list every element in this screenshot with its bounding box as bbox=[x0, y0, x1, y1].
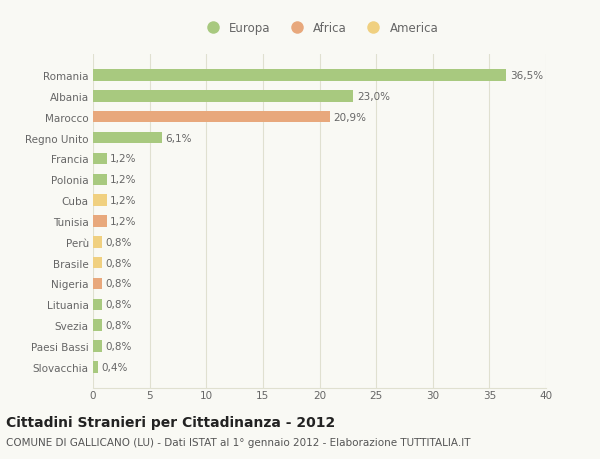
Text: 0,8%: 0,8% bbox=[106, 258, 132, 268]
Text: 20,9%: 20,9% bbox=[333, 112, 366, 123]
Text: COMUNE DI GALLICANO (LU) - Dati ISTAT al 1° gennaio 2012 - Elaborazione TUTTITAL: COMUNE DI GALLICANO (LU) - Dati ISTAT al… bbox=[6, 437, 470, 447]
Text: 0,8%: 0,8% bbox=[106, 341, 132, 351]
Bar bbox=[93, 299, 102, 310]
Legend: Europa, Africa, America: Europa, Africa, America bbox=[196, 18, 443, 40]
Bar bbox=[93, 112, 329, 123]
Bar bbox=[93, 70, 506, 82]
Text: 23,0%: 23,0% bbox=[357, 92, 390, 102]
Text: 1,2%: 1,2% bbox=[110, 217, 136, 226]
Bar bbox=[93, 278, 102, 290]
Bar bbox=[93, 133, 162, 144]
Text: 1,2%: 1,2% bbox=[110, 175, 136, 185]
Bar bbox=[93, 216, 107, 227]
Text: 0,4%: 0,4% bbox=[101, 362, 127, 372]
Text: 6,1%: 6,1% bbox=[166, 133, 192, 143]
Bar bbox=[93, 361, 98, 373]
Bar bbox=[93, 257, 102, 269]
Text: 1,2%: 1,2% bbox=[110, 154, 136, 164]
Bar bbox=[93, 174, 107, 185]
Text: Cittadini Stranieri per Cittadinanza - 2012: Cittadini Stranieri per Cittadinanza - 2… bbox=[6, 415, 335, 429]
Text: 0,8%: 0,8% bbox=[106, 237, 132, 247]
Bar bbox=[93, 91, 353, 102]
Text: 1,2%: 1,2% bbox=[110, 196, 136, 206]
Text: 0,8%: 0,8% bbox=[106, 320, 132, 330]
Bar bbox=[93, 236, 102, 248]
Bar bbox=[93, 341, 102, 352]
Text: 0,8%: 0,8% bbox=[106, 300, 132, 310]
Bar bbox=[93, 320, 102, 331]
Text: 36,5%: 36,5% bbox=[510, 71, 543, 81]
Bar bbox=[93, 153, 107, 165]
Text: 0,8%: 0,8% bbox=[106, 279, 132, 289]
Bar bbox=[93, 195, 107, 207]
